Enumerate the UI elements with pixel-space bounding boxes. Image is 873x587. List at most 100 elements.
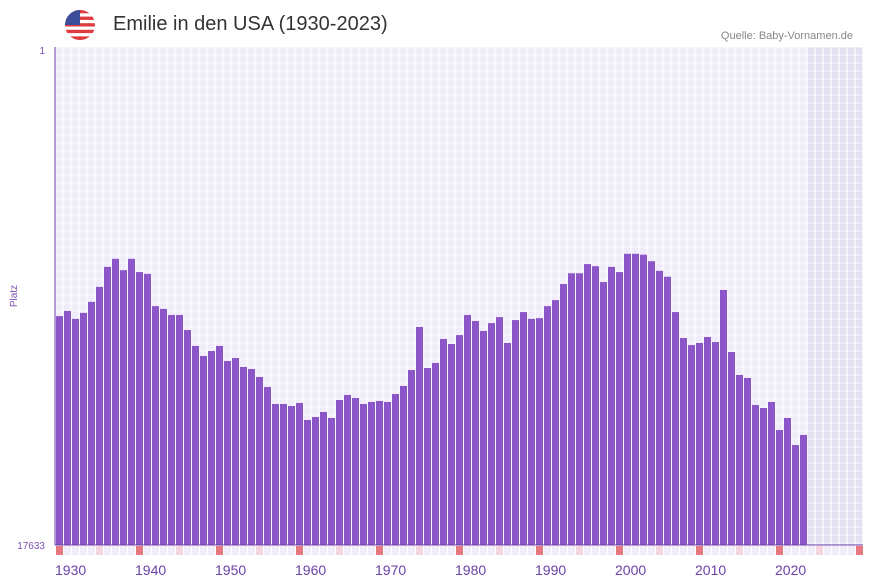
bar-2007[interactable] [672,312,679,545]
bar-2005[interactable] [656,270,663,545]
year-marker [592,546,599,555]
bar-1981[interactable] [464,315,471,545]
bar-2015[interactable] [736,374,743,545]
bar-1959[interactable] [288,405,295,545]
bar-1992[interactable] [552,300,559,545]
bar-1946[interactable] [184,330,191,545]
bar-1991[interactable] [544,306,551,545]
bar-1954[interactable] [248,369,255,545]
bar-2003[interactable] [640,254,647,546]
bar-1931[interactable] [64,310,71,545]
bar-2019[interactable] [768,401,775,545]
bar-1974[interactable] [408,370,415,545]
bar-2011[interactable] [704,336,711,545]
bar-1933[interactable] [80,312,87,545]
bar-2006[interactable] [664,276,671,545]
bar-1951[interactable] [224,361,231,545]
bar-1977[interactable] [432,363,439,545]
bar-1987[interactable] [512,320,519,545]
bar-1998[interactable] [600,282,607,545]
bar-1970[interactable] [376,400,383,545]
bar-1990[interactable] [536,318,543,545]
bar-1972[interactable] [392,394,399,545]
bar-1963[interactable] [320,412,327,545]
bar-1984[interactable] [488,323,495,545]
bar-1999[interactable] [608,266,615,545]
bar-2023[interactable] [800,434,807,545]
bar-1944[interactable] [168,315,175,545]
bar-2001[interactable] [624,253,631,545]
bar-2012[interactable] [712,342,719,545]
bar-1937[interactable] [112,258,119,545]
bar-1966[interactable] [344,394,351,545]
bar-1948[interactable] [200,355,207,545]
bar-1965[interactable] [336,399,343,545]
bar-1980[interactable] [456,335,463,545]
bar-2017[interactable] [752,404,759,545]
bar-1988[interactable] [520,312,527,545]
bar-1936[interactable] [104,266,111,545]
bar-1955[interactable] [256,376,263,545]
bar-2014[interactable] [728,352,735,545]
bar-1949[interactable] [208,351,215,545]
bar-1958[interactable] [280,404,287,545]
bar-1968[interactable] [360,404,367,545]
bar-2010[interactable] [696,342,703,545]
bar-1957[interactable] [272,404,279,545]
bar-1976[interactable] [424,368,431,545]
bar-1935[interactable] [96,286,103,545]
bar-2022[interactable] [792,445,799,545]
bar-1950[interactable] [216,345,223,545]
bar-2018[interactable] [760,407,767,545]
bar-2013[interactable] [720,289,727,545]
bar-1983[interactable] [480,331,487,545]
bar-1938[interactable] [120,270,127,545]
bar-1969[interactable] [368,401,375,545]
bar-1973[interactable] [400,385,407,545]
bar-1945[interactable] [176,315,183,545]
bar-2008[interactable] [680,338,687,545]
year-marker [336,546,343,555]
bar-1956[interactable] [264,387,271,545]
bar-1967[interactable] [352,398,359,545]
bar-1962[interactable] [312,417,319,545]
bar-1932[interactable] [72,318,79,545]
bar-1985[interactable] [496,317,503,545]
bar-1964[interactable] [328,418,335,545]
bar-2021[interactable] [784,418,791,545]
bar-1961[interactable] [304,419,311,545]
bar-1942[interactable] [152,306,159,545]
bar-1979[interactable] [448,344,455,545]
bar-1934[interactable] [88,301,95,545]
bar-2020[interactable] [776,430,783,545]
bar-2002[interactable] [632,253,639,545]
bar-1947[interactable] [192,345,199,545]
bar-2000[interactable] [616,272,623,545]
bar-1953[interactable] [240,366,247,545]
bar-1994[interactable] [568,273,575,545]
bar-1960[interactable] [296,402,303,545]
bar-1930[interactable] [56,316,63,545]
source-link[interactable]: Quelle: Baby-Vornamen.de [720,30,853,42]
bar-1989[interactable] [528,318,535,545]
bar-1986[interactable] [504,342,511,545]
bar-1993[interactable] [560,284,567,545]
bar-1997[interactable] [592,266,599,545]
bar-1940[interactable] [136,272,143,545]
bar-1982[interactable] [472,321,479,545]
bar-2004[interactable] [648,261,655,545]
bar-1939[interactable] [128,258,135,545]
year-marker [264,546,271,555]
bar-1975[interactable] [416,326,423,545]
bar-1941[interactable] [144,273,151,545]
bar-1978[interactable] [440,339,447,545]
bar-1971[interactable] [384,401,391,545]
bar-1995[interactable] [576,273,583,545]
bar-2016[interactable] [744,377,751,545]
bar-2009[interactable] [688,345,695,545]
bar-1943[interactable] [160,308,167,545]
year-marker [304,546,311,555]
x-tick-label: 2010 [695,562,726,578]
bar-1996[interactable] [584,264,591,545]
bar-1952[interactable] [232,358,239,545]
